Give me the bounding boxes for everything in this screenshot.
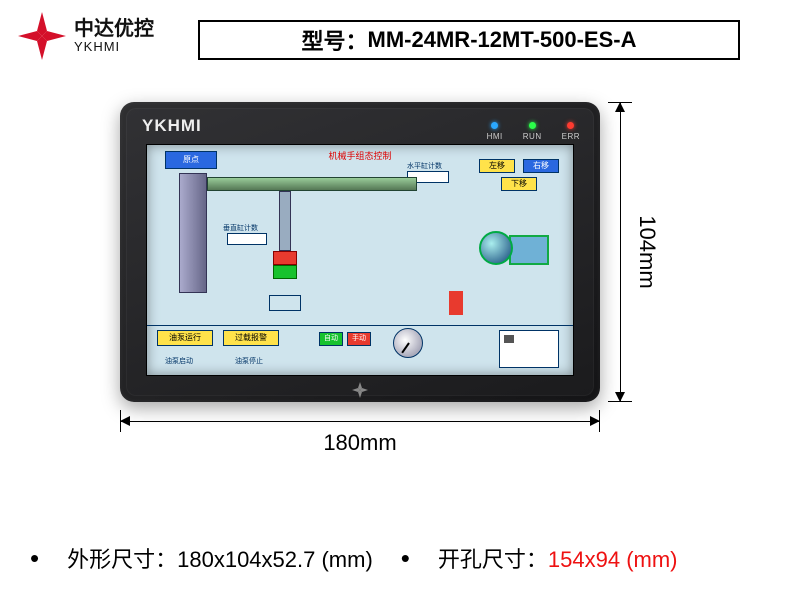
h-counter-label: 水平缸计数 xyxy=(407,161,442,171)
led-dot-icon xyxy=(529,122,536,129)
manual-indicator[interactable]: 手动 xyxy=(347,332,371,346)
move-down-button[interactable]: 下移 xyxy=(501,177,537,191)
pump-run-button[interactable]: 油泵运行 xyxy=(157,330,213,346)
model-number-box: 型号： MM-24MR-12MT-500-ES-A xyxy=(198,20,740,60)
model-label: 型号： xyxy=(302,24,368,56)
outline-dim-value: 180x104x52.7 (mm) xyxy=(177,547,373,572)
bottom-right-panel xyxy=(499,330,559,368)
auto-indicator[interactable]: 自动 xyxy=(319,332,343,346)
led-label: RUN xyxy=(523,132,542,141)
pump-start-label: 油泵启动 xyxy=(165,356,193,366)
brand-logo-block: 中达优控 YKHMI xyxy=(18,12,154,60)
height-dimension: 104mm xyxy=(608,102,664,402)
vertical-cylinder xyxy=(279,191,291,251)
bottom-panel: 油泵运行 过载报警 油泵启动 油泵停止 自动 手动 xyxy=(147,325,573,375)
device-illustration: YKHMI HMI RUN ERR 机械手组态控制 原点 水平缸计数 左移 右 xyxy=(120,102,600,402)
move-left-button[interactable]: 左移 xyxy=(479,159,515,173)
v-counter-display xyxy=(227,233,267,245)
red-tank xyxy=(449,291,463,315)
model-value: MM-24MR-12MT-500-ES-A xyxy=(368,27,637,53)
led-label: HMI xyxy=(487,132,503,141)
brand-star-icon xyxy=(18,12,66,60)
home-diamond-icon[interactable] xyxy=(352,382,368,398)
base-box xyxy=(269,295,301,311)
motor-graphic xyxy=(479,227,549,273)
height-label: 104mm xyxy=(634,215,660,288)
width-label: 180mm xyxy=(323,430,396,456)
device-bezel: YKHMI HMI RUN ERR 机械手组态控制 原点 水平缸计数 左移 右 xyxy=(120,102,600,402)
spec-line: • 外形尺寸：180x104x52.7 (mm) • 开孔尺寸：154x94 (… xyxy=(30,542,678,574)
pump-stop-label: 油泵停止 xyxy=(235,356,263,366)
vertical-column xyxy=(179,173,207,293)
brand-name-cn: 中达优控 xyxy=(74,18,154,40)
outline-dim-label: 外形尺寸： xyxy=(67,547,177,572)
bezel-brand-text: YKHMI xyxy=(142,116,202,136)
status-leds: HMI RUN ERR xyxy=(487,122,580,141)
v-counter-label: 垂直缸计数 xyxy=(223,223,258,233)
gripper-red xyxy=(273,251,297,265)
move-right-button[interactable]: 右移 xyxy=(523,159,559,173)
horizontal-arm xyxy=(207,177,417,191)
led-hmi: HMI xyxy=(487,122,503,141)
led-dot-icon xyxy=(567,122,574,129)
origin-button[interactable]: 原点 xyxy=(165,151,217,169)
led-err: ERR xyxy=(562,122,580,141)
cutout-dim-label: 开孔尺寸： xyxy=(438,547,548,572)
led-run: RUN xyxy=(523,122,542,141)
cutout-dim-value: 154x94 (mm) xyxy=(548,547,678,572)
width-dimension: 180mm xyxy=(120,410,600,458)
hmi-screen[interactable]: 机械手组态控制 原点 水平缸计数 左移 右移 下移 垂直缸计数 xyxy=(146,144,574,376)
led-dot-icon xyxy=(491,122,498,129)
brand-name-en: YKHMI xyxy=(74,40,154,54)
gripper-green xyxy=(273,265,297,279)
dial-icon[interactable] xyxy=(393,328,423,358)
overload-alarm-button[interactable]: 过载报警 xyxy=(223,330,279,346)
screen-title: 机械手组态控制 xyxy=(328,149,391,162)
led-label: ERR xyxy=(562,132,580,141)
